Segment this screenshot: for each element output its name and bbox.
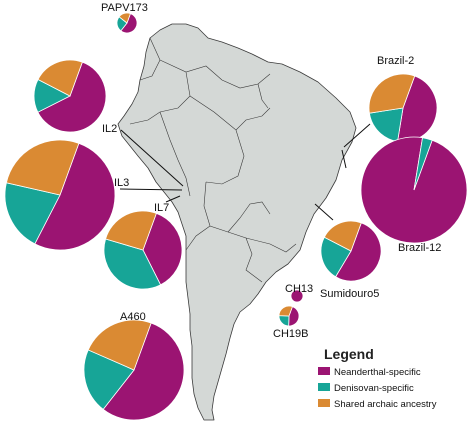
- brazil2-connector: [343, 123, 371, 148]
- il2-connector: [120, 129, 184, 187]
- pie-slice-denisovan: [103, 238, 162, 290]
- pie-slice-neanderthal: [290, 289, 304, 303]
- pie-slice-shared: [105, 210, 157, 251]
- pie-slice-shared: [323, 220, 362, 252]
- il3-connector: [119, 188, 183, 191]
- pie-slice-neanderthal: [335, 222, 382, 282]
- label-il2: IL2: [102, 123, 117, 135]
- sumidouro-connector: [314, 203, 334, 221]
- continent-outline: [117, 23, 357, 421]
- sample-labels: PAPV173 IL2 IL3 IL7 A460 Brazil-2 Brazil…: [101, 2, 441, 340]
- label-sumidouro5: Sumidouro5: [320, 288, 379, 300]
- label-il3: IL3: [114, 177, 129, 189]
- pie-slice-denisovan: [320, 236, 352, 278]
- pie-slice-neanderthal: [34, 142, 116, 251]
- pie-slice-shared: [37, 59, 83, 97]
- pie-a460: [83, 319, 185, 421]
- pie-slice-neanderthal: [120, 13, 138, 34]
- pie-ch13: [290, 289, 304, 303]
- legend-title: Legend: [324, 346, 374, 362]
- legend-label-denisovan: Denisovan-specific: [334, 383, 414, 394]
- pie-slice-shared: [368, 73, 416, 114]
- pie-slice-denisovan: [368, 107, 404, 143]
- pie-slice-denisovan: [278, 315, 290, 327]
- pie-slice-neanderthal: [37, 61, 107, 133]
- pie-papv173: [116, 12, 138, 34]
- legend-swatch-denisovan: [318, 383, 330, 391]
- pie-il7: [103, 210, 183, 290]
- label-brazil2: Brazil-2: [377, 55, 414, 67]
- pie-ch19b: [278, 305, 300, 327]
- il7-connector: [165, 195, 181, 203]
- label-a460: A460: [120, 311, 146, 323]
- label-papv173: PAPV173: [101, 2, 148, 14]
- pie-slice-neanderthal: [142, 212, 183, 286]
- country-borders: [129, 37, 297, 283]
- pie-slice-denisovan: [413, 137, 433, 191]
- legend-swatch-neanderthal: [318, 367, 330, 375]
- legend-swatch-shared: [318, 399, 330, 407]
- south-america-map: [117, 23, 357, 421]
- pie-slice-shared: [118, 12, 131, 24]
- legend: Legend Neanderthal-specific Denisovan-sp…: [318, 346, 437, 410]
- pie-charts: [4, 12, 468, 421]
- pie-slice-shared: [278, 305, 293, 317]
- label-ch13: CH13: [285, 283, 313, 295]
- pie-sample-1: [33, 59, 107, 133]
- pie-il3: [4, 139, 116, 251]
- label-brazil12: Brazil-12: [398, 242, 441, 254]
- label-il7: IL7: [154, 202, 169, 214]
- legend-label-neanderthal: Neanderthal-specific: [334, 367, 421, 378]
- brazil12-connector: [341, 149, 347, 169]
- pie-brazil-2: [368, 73, 438, 143]
- pie-sumidouro5: [320, 220, 382, 282]
- pie-slice-neanderthal: [102, 322, 185, 421]
- pie-brazil-12: [360, 136, 468, 244]
- pie-slice-shared: [87, 319, 152, 371]
- pie-slice-neanderthal: [288, 306, 300, 327]
- connector-lines: [119, 123, 371, 221]
- pie-slice-denisovan: [4, 182, 61, 245]
- legend-label-shared: Shared archaic ancestry: [334, 399, 437, 410]
- pie-slice-shared: [5, 139, 80, 196]
- label-ch19b: CH19B: [273, 328, 308, 340]
